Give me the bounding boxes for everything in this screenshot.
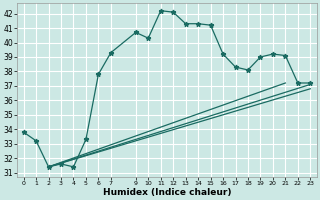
X-axis label: Humidex (Indice chaleur): Humidex (Indice chaleur) bbox=[103, 188, 231, 197]
